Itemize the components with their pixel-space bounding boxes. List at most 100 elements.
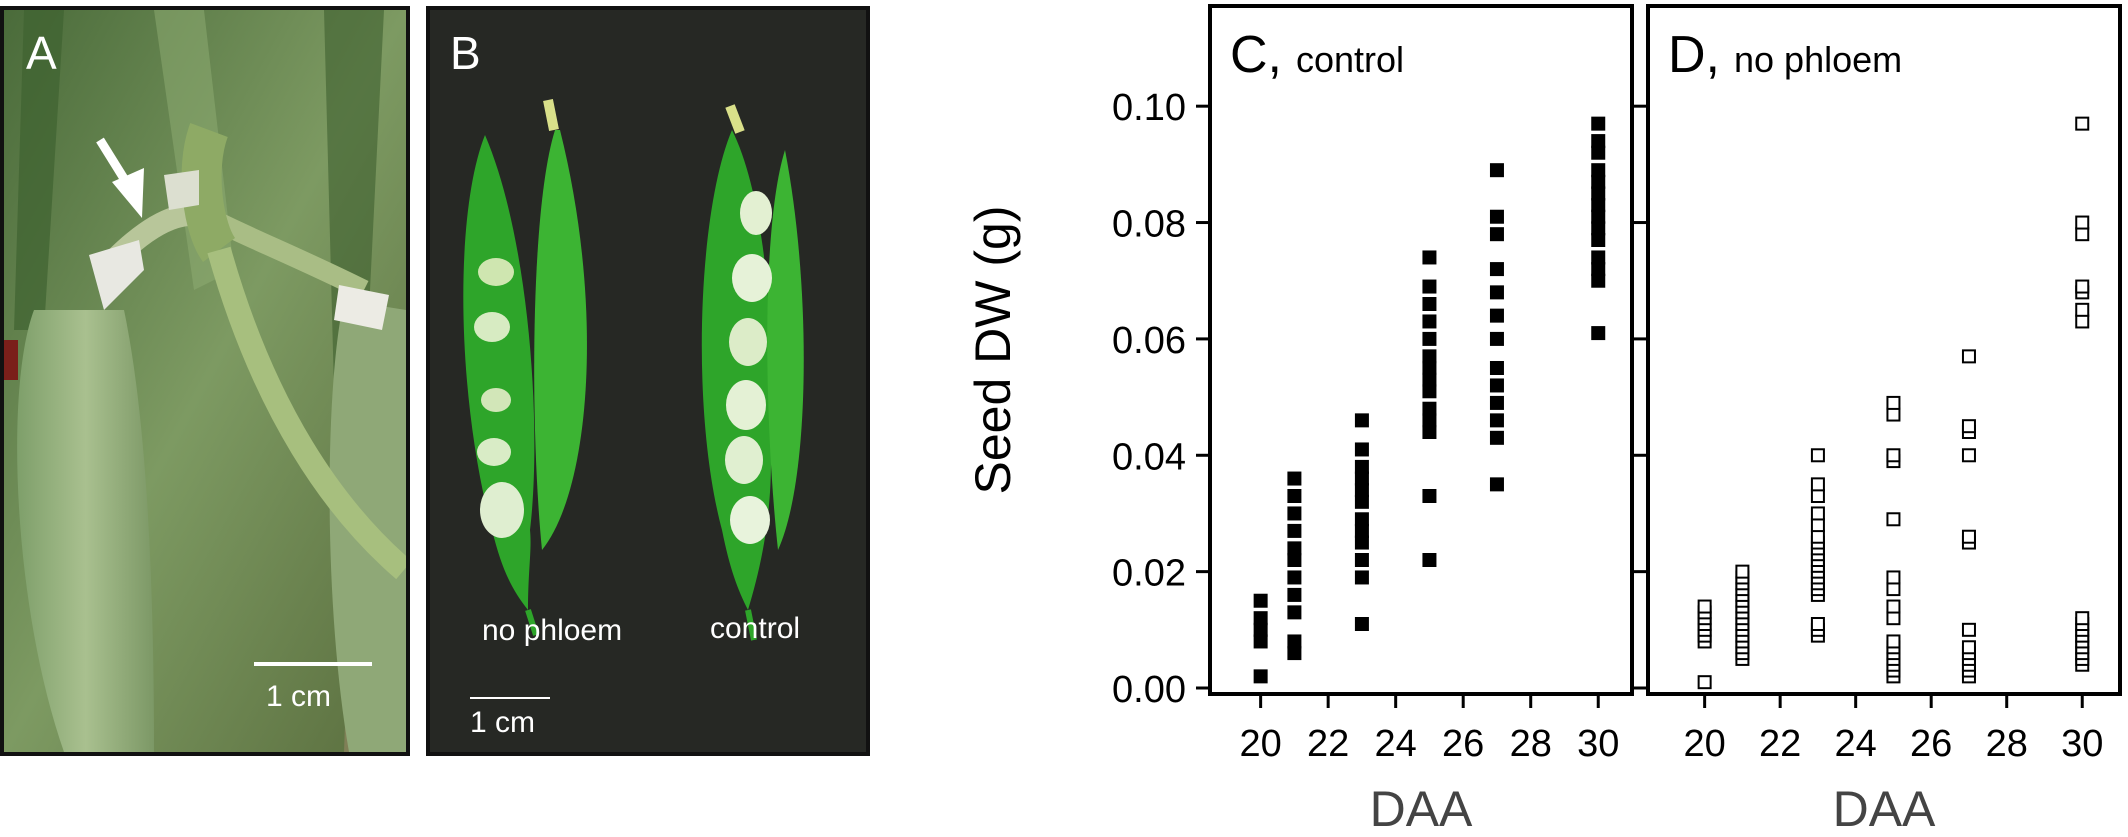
x-tick-label: 30	[2061, 723, 2103, 765]
data-point	[2075, 628, 2090, 643]
plot-frame	[1646, 4, 2122, 696]
chart-d-no-phloem: 20 22 24 26 28 30 DAA D, no phloem	[1634, 4, 2122, 837]
data-point	[1886, 448, 1901, 463]
data-point	[1591, 198, 1606, 213]
data-point	[1287, 646, 1302, 661]
data-point	[1422, 489, 1437, 503]
x-tick-label: 24	[1835, 723, 1877, 765]
data-point	[1489, 361, 1504, 375]
data-point	[1735, 570, 1750, 585]
data-point	[1591, 163, 1606, 178]
data-point	[1253, 669, 1268, 684]
x-tick-label: 28	[1510, 723, 1552, 765]
x-tick-label: 20	[1683, 723, 1725, 765]
data-point	[1810, 518, 1825, 533]
control-label: control	[710, 612, 801, 645]
data-point	[1810, 558, 1825, 573]
data-point	[1422, 314, 1437, 329]
data-point	[1591, 221, 1606, 236]
no-phloem-label: no phloem	[482, 614, 623, 647]
x-axis-label: DAA	[1833, 781, 1936, 837]
data-point	[1735, 611, 1750, 626]
panel-title: no phloem	[1734, 39, 1902, 80]
data-point	[1287, 506, 1302, 521]
x-tick-label: 30	[1577, 723, 1619, 765]
data-point	[1735, 593, 1750, 608]
data-point	[1253, 634, 1268, 649]
data-point	[1354, 471, 1369, 486]
x-tick-label: 28	[1986, 723, 2028, 765]
data-point	[1287, 605, 1302, 620]
data-point	[1961, 419, 1976, 434]
data-point	[1735, 564, 1750, 579]
data-point	[1697, 622, 1712, 637]
data-point	[1961, 622, 1976, 637]
data-point	[1961, 448, 1976, 463]
control-pod	[701, 104, 804, 641]
data-point	[2075, 622, 2090, 637]
no-phloem-pod	[463, 99, 587, 636]
data-point	[1591, 145, 1606, 160]
data-point	[1489, 331, 1504, 346]
x-tick-label: 20	[1239, 723, 1281, 765]
data-point	[1735, 634, 1750, 649]
data-point	[1287, 471, 1302, 486]
y-tick-label: 0.00	[1112, 669, 1186, 711]
data-point	[1591, 186, 1606, 201]
data-point	[1489, 285, 1504, 300]
data-point	[2075, 657, 2090, 672]
data-point	[1253, 593, 1268, 608]
chart-c-control: 0.00 0.02 0.04 0.06 0.08 0.10 20 22 24 26 28 30 DAA C…	[1112, 4, 1634, 837]
data-point	[1489, 209, 1504, 224]
data-point	[1810, 587, 1825, 602]
panel-title: control	[1296, 39, 1404, 80]
data-point	[1810, 489, 1825, 503]
data-point	[1489, 308, 1504, 323]
data-point	[2075, 651, 2090, 666]
data-point	[2075, 611, 2090, 626]
data-point	[1591, 134, 1606, 149]
data-point	[1810, 622, 1825, 637]
data-point	[1489, 163, 1504, 178]
data-point	[1886, 395, 1901, 410]
data-point	[1697, 675, 1712, 690]
data-point	[1591, 262, 1606, 277]
data-point	[1422, 279, 1437, 294]
y-axis-label: Seed DW (g)	[965, 206, 1021, 495]
data-point	[2075, 285, 2090, 300]
data-point	[1489, 262, 1504, 277]
data-point	[1961, 663, 1976, 678]
data-point	[2075, 116, 2090, 131]
data-point	[1810, 570, 1825, 585]
photo-panel-b: B no phloem control 1 cm	[426, 6, 870, 756]
y-tick-label: 0.02	[1112, 553, 1186, 595]
data-point	[1591, 250, 1606, 265]
data-point	[1735, 582, 1750, 597]
data-point	[2075, 617, 2090, 631]
data-point	[1735, 646, 1750, 661]
data-point	[1961, 640, 1976, 655]
data-point	[1422, 349, 1437, 364]
data-point	[1886, 640, 1901, 655]
arrow-icon	[96, 137, 144, 218]
x-tick-label: 26	[1910, 723, 1952, 765]
data-point	[1735, 576, 1750, 591]
data-point	[1253, 611, 1268, 626]
data-point	[1253, 622, 1268, 637]
data-point	[1810, 576, 1825, 591]
data-point	[1422, 401, 1437, 416]
data-point	[1354, 459, 1369, 474]
data-point	[1697, 628, 1712, 643]
y-tick-label: 0.08	[1112, 204, 1186, 246]
x-tick-label: 22	[1759, 723, 1801, 765]
data-point	[2075, 302, 2090, 317]
data-point	[1886, 611, 1901, 626]
data-point	[1735, 640, 1750, 655]
x-tick-label: 26	[1442, 723, 1484, 765]
x-axis-label: DAA	[1370, 781, 1473, 837]
data-point	[1489, 395, 1504, 410]
data-point	[1287, 634, 1302, 649]
data-point	[1287, 587, 1302, 602]
pea-plant-photo	[4, 10, 406, 752]
data-point	[1422, 425, 1437, 439]
